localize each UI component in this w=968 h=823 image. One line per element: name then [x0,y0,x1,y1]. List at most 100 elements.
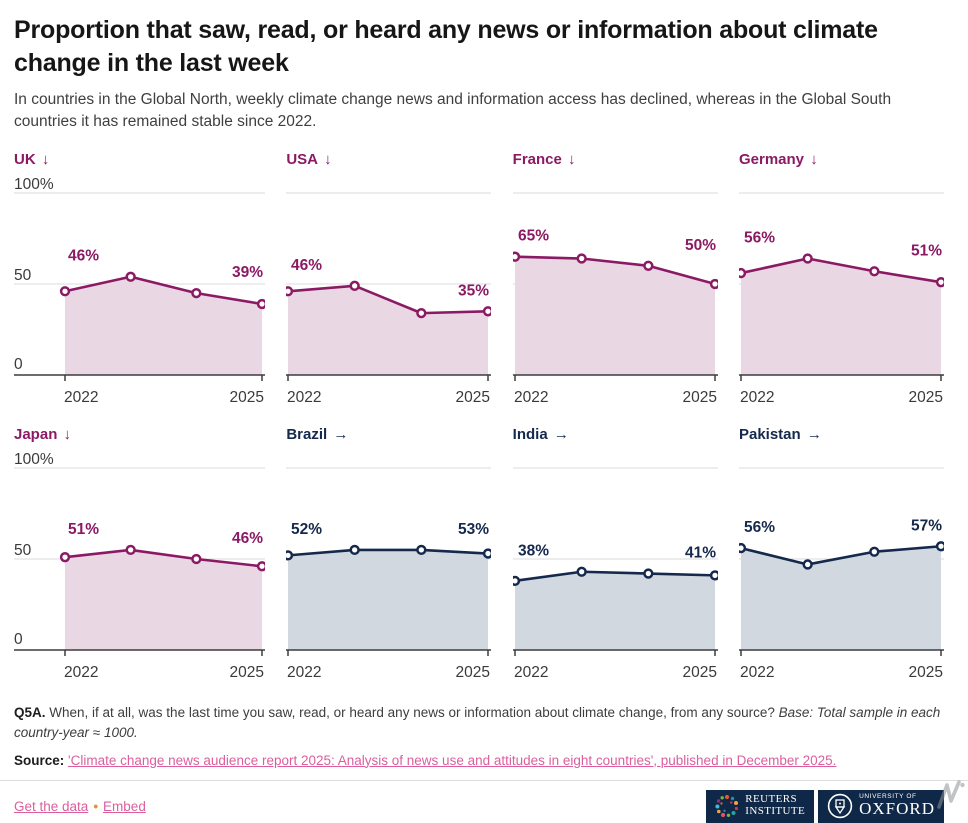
trend-down-icon: ↓ [806,151,818,168]
chart-france: 2022 2025 65% 50% [512,192,718,406]
trend-down-icon: ↓ [37,151,50,168]
reuters-institute-logo: REUTERS INSTITUTE [706,789,815,823]
chart-germany: 2022 2025 56% 51% [738,192,944,406]
reuters-dots-icon [715,794,739,818]
svg-text:0: 0 [14,631,23,648]
last-value-label: 46% [232,530,263,547]
svg-text:2022: 2022 [514,664,548,681]
oxford-crest-icon [827,793,853,819]
panel-title: Germany ↓ [739,150,944,169]
svg-text:2022: 2022 [287,389,321,406]
last-value-label: 50% [685,237,716,254]
svg-text:50: 50 [14,267,32,284]
first-value-label: 38% [518,543,549,560]
panel-usa: USA ↓ 2022 2025 46% 35% [286,150,492,409]
chart-row: Japan ↓ 100% 50 0 2022 2025 51% 46% Brazil → 2022… [14,425,944,684]
trend-right-icon: → [549,426,569,443]
panel-germany: Germany ↓ 2022 2025 56% 51% [738,150,944,409]
chart-pakistan: 2022 2025 56% 57% [738,467,944,681]
country-label: Pakistan [738,426,801,443]
divider [0,779,968,781]
page-title: Proportion that saw, read, or heard any … [14,16,878,77]
last-value-label: 57% [911,517,942,534]
svg-text:2022: 2022 [64,389,98,406]
footer: Get the data • Embed [14,789,944,823]
panel-title: Pakistan → [739,425,944,444]
chart-row: UK ↓ 100% 50 0 2022 2025 46% 39% USA ↓ 2022 2025 46… [14,150,944,409]
last-value-label: 51% [911,242,942,259]
trend-right-icon: → [802,426,822,443]
oxford-logo-text: UNIVERSITY OF OXFORD [859,792,935,819]
reuters-logo-text: REUTERS INSTITUTE [745,793,806,817]
country-label: Germany [738,151,805,168]
panel-title: UK ↓ [14,150,265,169]
first-value-label: 56% [744,519,775,536]
svg-text:2022: 2022 [287,664,321,681]
country-label: France [512,151,562,168]
last-value-label: 41% [685,545,716,562]
charts-grid: UK ↓ 100% 50 0 2022 2025 46% 39% USA ↓ 2022 2025 46… [14,150,944,684]
trend-right-icon: → [329,426,349,443]
svg-text:2025: 2025 [909,389,943,406]
svg-text:2025: 2025 [230,389,264,406]
oxford-logo: UNIVERSITY OF OXFORD [818,789,944,823]
panel-title: Brazil → [286,425,491,444]
svg-text:2022: 2022 [740,389,774,406]
embed-link[interactable]: Embed [103,798,146,814]
trend-down-icon: ↓ [59,426,72,443]
svg-text:2025: 2025 [456,664,490,681]
panel-title: USA ↓ [286,150,491,169]
panel-title: France ↓ [513,150,718,169]
svg-text:2025: 2025 [456,389,490,406]
first-value-label: 46% [291,257,322,274]
country-label: USA [286,151,318,168]
panel-title: India → [513,425,718,444]
question-label: Q5A. [14,705,46,720]
panel-india: India → 2022 2025 38% 41% [512,425,718,684]
svg-text:100%: 100% [14,451,54,468]
chart-brazil: 2022 2025 52% 53% [286,467,492,681]
svg-text:2025: 2025 [909,664,943,681]
last-value-label: 53% [458,521,489,538]
first-value-label: 65% [518,228,549,245]
chart-usa: 2022 2025 46% 35% [286,192,492,406]
country-label: Japan [14,426,58,443]
first-value-label: 56% [744,230,775,247]
svg-text:2022: 2022 [514,389,548,406]
source-label: Source: [14,752,69,768]
trend-down-icon: ↓ [563,151,576,168]
page-subtitle: In countries in the Global North, weekly… [14,91,892,130]
svg-text:2022: 2022 [740,664,774,681]
last-value-label: 35% [458,282,489,299]
country-label: Brazil [286,426,328,443]
svg-text:100%: 100% [14,176,54,193]
panel-france: France ↓ 2022 2025 65% 50% [512,150,718,409]
flourish-watermark-icon [937,780,965,809]
question-text: When, if at all, was the last time you s… [45,705,779,720]
trend-down-icon: ↓ [320,151,332,168]
source-line: Source: 'Climate change news audience re… [14,753,944,768]
footnote: Q5A. When, if at all, was the last time … [14,703,944,744]
get-the-data-link[interactable]: Get the data [14,798,89,814]
separator-dot: • [93,798,99,814]
first-value-label: 46% [68,248,99,265]
panel-title: Japan ↓ [14,425,265,444]
svg-text:2025: 2025 [682,664,716,681]
svg-text:0: 0 [14,356,23,373]
panel-brazil: Brazil → 2022 2025 52% 53% [286,425,492,684]
logos: REUTERS INSTITUTE UNIVERSITY OF OXFORD [706,789,944,823]
footer-links: Get the data • Embed [14,799,146,814]
country-label: UK [14,151,36,168]
source-link[interactable]: 'Climate change news audience report 202… [68,752,837,768]
svg-text:50: 50 [14,542,32,559]
svg-text:2025: 2025 [230,664,264,681]
panel-japan: Japan ↓ 100% 50 0 2022 2025 51% 46% [14,425,265,684]
first-value-label: 51% [68,521,99,538]
country-label: India [512,426,548,443]
first-value-label: 52% [291,521,322,538]
panel-pakistan: Pakistan → 2022 2025 56% 57% [738,425,944,684]
chart-japan: 100% 50 0 2022 2025 51% 46% [14,451,265,681]
svg-text:2022: 2022 [64,664,98,681]
svg-text:2025: 2025 [682,389,716,406]
